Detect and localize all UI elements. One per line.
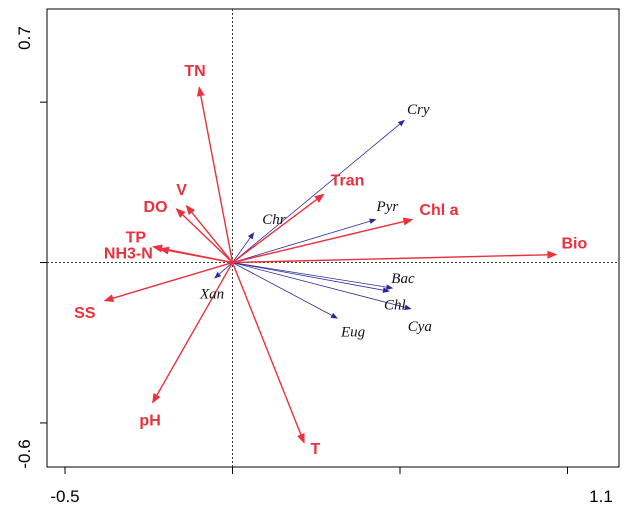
species-label-chl: Chl [384, 297, 406, 313]
env-label-bio: Bio [561, 236, 587, 253]
species-vectors [214, 119, 412, 319]
env-label-ss: SS [74, 305, 96, 322]
environmental-vectors [103, 86, 558, 444]
plot-frame [46, 8, 620, 468]
env-arrow-bio [232, 250, 558, 264]
species-arrow-pyr [232, 218, 377, 263]
species-arrow-cya [232, 262, 412, 311]
env-label-tran: Tran [331, 173, 365, 190]
x-tick-label-max: 1.1 [589, 487, 613, 506]
env-arrow-nh3-n [158, 246, 233, 264]
x-tick-label-min: -0.5 [50, 487, 79, 506]
species-label-xan: Xan [199, 287, 224, 303]
env-label-ph: pH [139, 413, 160, 430]
env-arrow-do [175, 208, 233, 264]
species-arrow-cry [232, 119, 406, 263]
species-label-chr: Chr [262, 212, 286, 228]
env-arrow-v [185, 204, 234, 263]
env-arrow-ph [152, 262, 234, 404]
species-arrow-xan [214, 262, 233, 279]
species-arrow-eug [232, 262, 339, 319]
y-tick-label-min: -0.6 [15, 439, 34, 468]
species-label-cya: Cya [408, 319, 432, 335]
species-label-pyr: Pyr [376, 199, 399, 215]
env-label-nh3-n: NH3-N [104, 246, 153, 263]
species-arrow-chr [232, 232, 255, 263]
species-label-cry: Cry [407, 102, 430, 118]
env-label-v: V [176, 182, 187, 199]
env-arrow-tran [232, 193, 325, 264]
zero-axes [47, 9, 619, 467]
env-label-do: DO [144, 199, 168, 216]
y-tick-label-max: 0.7 [15, 26, 34, 50]
env-label-chl-a: Chl a [419, 202, 458, 219]
env-arrow-ss [103, 261, 233, 303]
species-arrow-chl [232, 262, 390, 293]
species-arrow-bac [232, 262, 394, 290]
env-label-tp: TP [126, 230, 147, 247]
env-arrow-t [231, 262, 305, 444]
env-arrow-chl-a [232, 217, 414, 264]
env-label-t: T [311, 441, 321, 458]
species-label-eug: Eug [340, 325, 366, 341]
axis-ticks [40, 101, 568, 474]
env-label-tn: TN [184, 63, 205, 80]
env-arrow-tn [196, 86, 234, 263]
species-label-bac: Bac [391, 271, 415, 287]
